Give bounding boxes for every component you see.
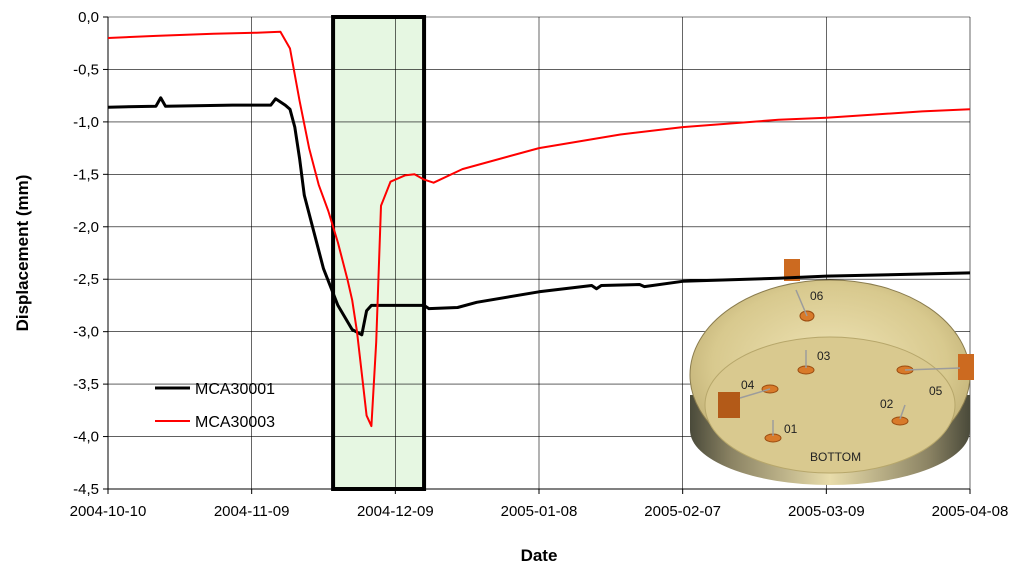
x-tick-labels: 2004-10-10 2004-11-09 2004-12-09 2005-01-08…: [70, 503, 1009, 520]
legend-label-mca30003: MCA30003: [195, 414, 275, 431]
y-tick-label: -4,0: [73, 429, 99, 446]
left-bracket-icon: [718, 392, 740, 418]
y-tick-label: -2,0: [73, 219, 99, 236]
y-tick-label: -3,5: [73, 376, 99, 393]
y-tick-labels: 0,0 -0,5 -1,0 -1,5 -2,0 -2,5 -3,0 -3,5 -4,0 -4,5: [73, 9, 99, 498]
sensor-label-06: 06: [810, 289, 824, 303]
y-tick-label: -2,5: [73, 271, 99, 288]
right-bracket-icon: [958, 354, 974, 380]
x-tick-label: 2005-03-09: [788, 503, 865, 520]
series-group: [108, 30, 970, 428]
top-bracket-icon: [784, 259, 800, 281]
x-tick-label: 2005-04-08: [932, 503, 1009, 520]
sensor-label-02: 02: [880, 397, 894, 411]
x-tick-label: 2004-11-09: [214, 503, 290, 520]
series-line-mca30001: [108, 96, 970, 337]
x-tick-label: 2005-01-08: [501, 503, 578, 520]
sensor-label-03: 03: [817, 349, 831, 363]
y-tick-label: -0,5: [73, 61, 99, 78]
series-line-mca30003: [108, 30, 970, 428]
inset-caption: BOTTOM: [810, 450, 861, 464]
x-tick-label: 2004-10-10: [70, 503, 147, 520]
container-inset: 06 03 04 01 02 05 BOTTOM: [689, 259, 974, 485]
y-tick-label: -3,0: [73, 324, 99, 341]
y-axis-title: Displacement (mm): [13, 175, 32, 332]
sensor-label-01: 01: [784, 422, 798, 436]
y-tick-label: -4,5: [73, 481, 99, 498]
legend: MCA30001 MCA30003: [155, 381, 275, 431]
x-tick-label: 2005-02-07: [644, 503, 721, 520]
x-axis-title: Date: [521, 546, 558, 565]
x-tick-label: 2004-12-09: [357, 503, 434, 520]
y-tick-label: 0,0: [78, 9, 99, 26]
legend-label-mca30001: MCA30001: [195, 381, 275, 398]
sensor-label-05: 05: [929, 384, 943, 398]
sensor-label-04: 04: [741, 378, 755, 392]
y-tick-label: -1,0: [73, 114, 99, 131]
y-tick-label: -1,5: [73, 166, 99, 183]
